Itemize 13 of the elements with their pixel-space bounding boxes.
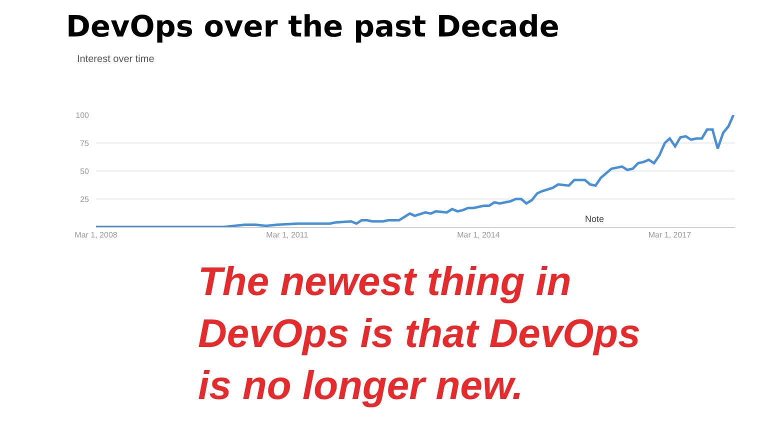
text: The newest thing in DevOps is that DevOps is no longer new.: [198, 260, 640, 408]
chart-title: DevOps over the past Decade: [66, 9, 560, 44]
annotation: Note: [585, 214, 604, 224]
y-tick-label: 75: [80, 138, 90, 148]
x-tick-label: Mar 1, 2017: [648, 230, 692, 240]
x-tick-label: Mar 1, 2008: [74, 230, 118, 240]
y-tick-label: 50: [80, 166, 90, 176]
x-tick-label: Mar 1, 2011: [266, 230, 309, 240]
y-tick-label: 100: [76, 110, 90, 120]
x-tick-label: Mar 1, 2014: [457, 230, 500, 240]
line-series: [96, 115, 735, 227]
chart-subtitle: Interest over time: [77, 54, 155, 65]
y-tick-label: 25: [80, 194, 90, 204]
